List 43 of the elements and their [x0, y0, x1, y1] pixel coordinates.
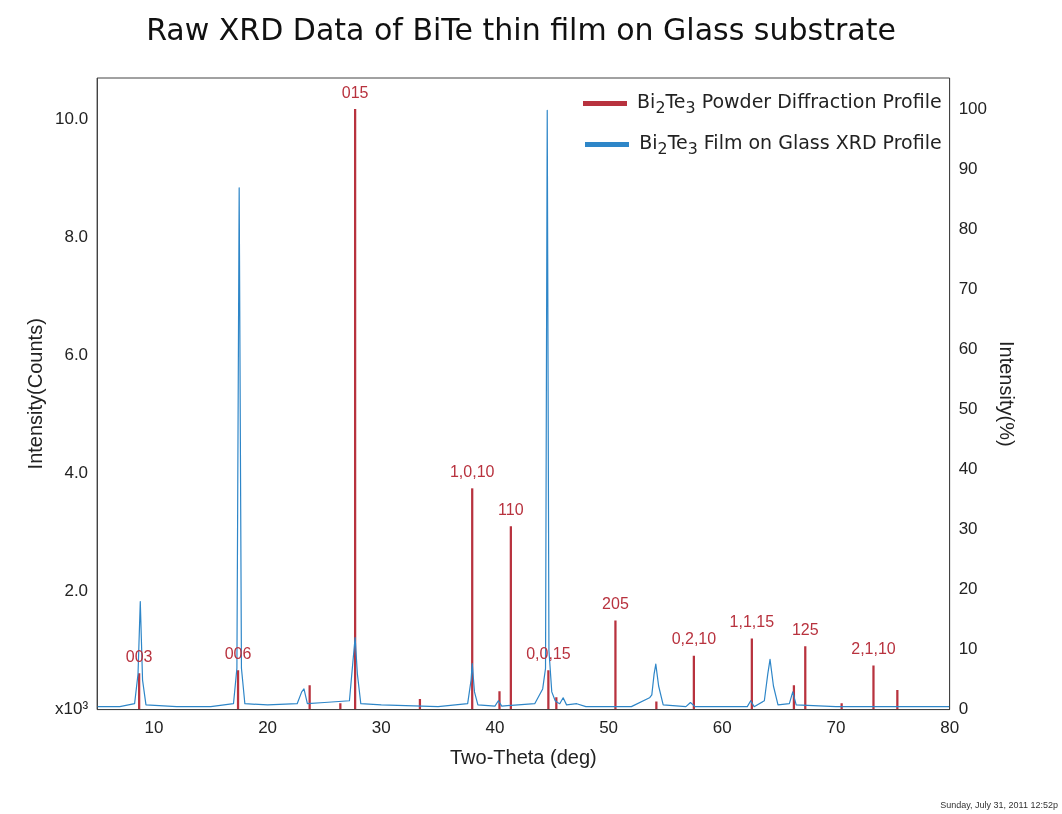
bar: [614, 620, 617, 710]
y-tick-label: 6.0: [64, 345, 89, 365]
annotation: 1,0,10: [449, 463, 495, 481]
bar: [872, 665, 875, 710]
x-tick-label: 60: [712, 718, 732, 738]
y2-tick-label: 10: [958, 639, 978, 659]
text: Sunday, July 31, 2011 12:52p: [940, 800, 1058, 810]
y2-tick-label: 90: [958, 158, 978, 178]
y2-axis-title: Intensity(%): [996, 341, 1019, 447]
annotation: 110: [498, 501, 524, 519]
y-tick-label: 8.0: [64, 227, 89, 247]
y-tick-label: 10.0: [54, 109, 89, 129]
bar: [547, 670, 550, 710]
y-tick-label: 4.0: [64, 463, 89, 483]
legend-label: Bi$_{2}$Te$_{3}$ Film on Glass XRD Profile: [639, 130, 942, 158]
y2-tick-label: 60: [958, 339, 978, 359]
y2-tick-label: 20: [958, 579, 978, 599]
x-tick-label: 80: [940, 718, 960, 738]
annotation: 0,2,10: [671, 630, 717, 648]
annotation: 205: [602, 594, 629, 612]
x-axis-title: Two-Theta (deg): [449, 745, 597, 768]
x-tick-label: 30: [371, 718, 391, 738]
y2-tick-label: 80: [958, 218, 978, 238]
y2-tick-label: 40: [958, 459, 978, 479]
y2-tick-label: 50: [958, 399, 978, 419]
y2-tick-label: 100: [958, 98, 988, 118]
x-tick-label: 10: [144, 718, 164, 738]
chart-title: Raw XRD Data of BiTe thin film on Glass substrate: [146, 11, 896, 47]
annotation: 125: [791, 620, 819, 638]
x-tick-label: 70: [826, 718, 846, 738]
annotation: 1,1,15: [729, 613, 775, 631]
y-axis-title: Intensity(Counts): [23, 318, 46, 470]
annotation: 015: [341, 83, 369, 101]
y2-tick-label: 70: [958, 279, 978, 299]
y2-tick-label: 30: [958, 519, 978, 539]
x-tick-label: 40: [485, 718, 505, 738]
x-tick-label: 20: [258, 718, 278, 738]
annotation: 2,1,10: [851, 640, 896, 658]
y-tick-label: x10³: [55, 699, 89, 719]
y-tick-label: 2.0: [64, 581, 89, 601]
x-tick-label: 50: [599, 718, 619, 738]
y2-tick-label: 0: [958, 699, 969, 719]
legend-label: Bi$_{2}$Te$_{3}$ Powder Diffraction Profile: [637, 90, 942, 117]
